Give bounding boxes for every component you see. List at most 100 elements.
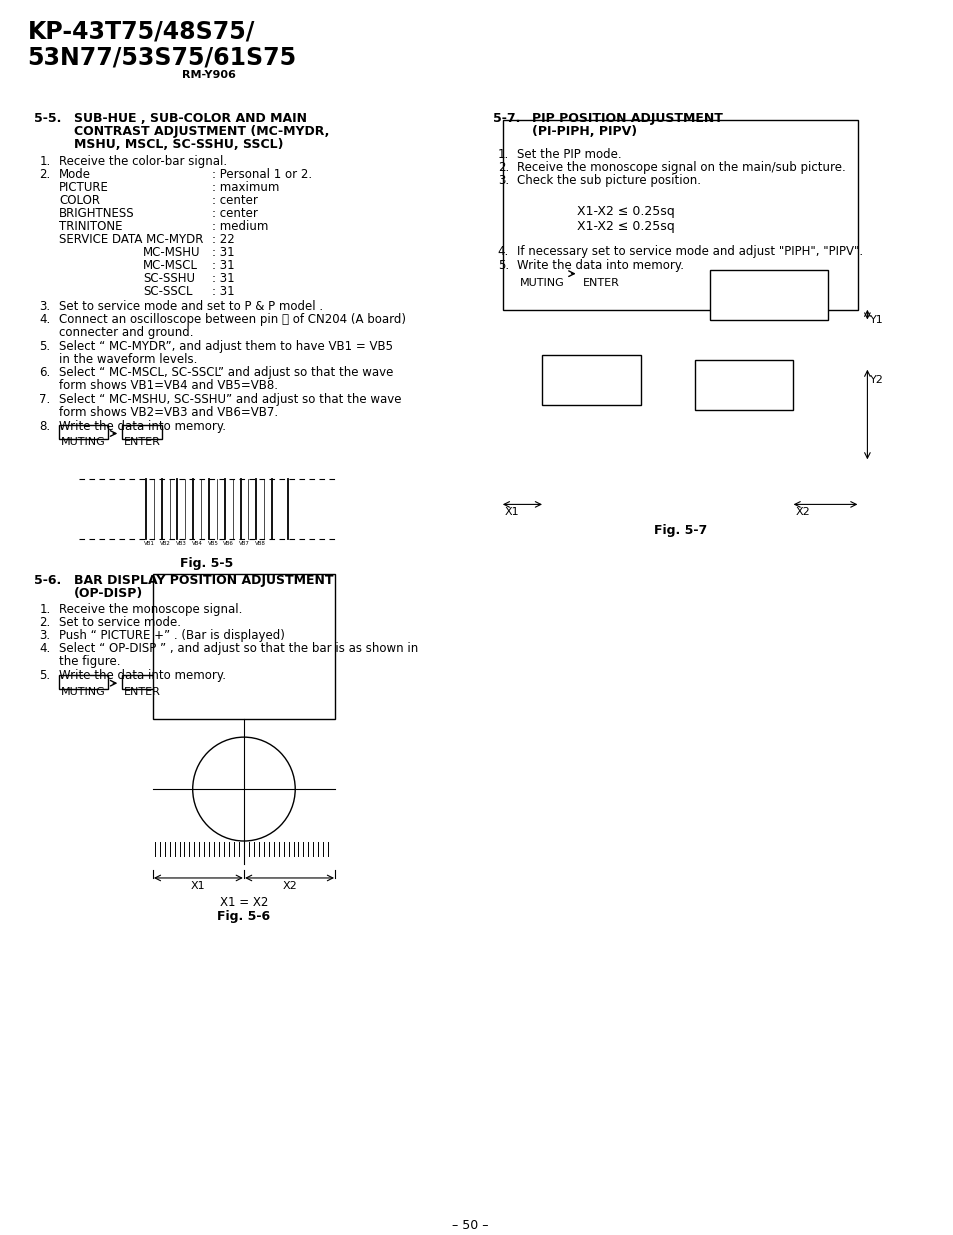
Text: X1 = X2: X1 = X2 bbox=[219, 895, 268, 909]
Text: MUTING: MUTING bbox=[519, 278, 563, 288]
Bar bbox=[502, 120, 857, 310]
Text: CONTRAST ADJUSTMENT (MC-MYDR,: CONTRAST ADJUSTMENT (MC-MYDR, bbox=[73, 125, 329, 138]
Text: Push “ PICTURE +” . (Bar is displayed): Push “ PICTURE +” . (Bar is displayed) bbox=[59, 630, 285, 642]
Text: X2: X2 bbox=[282, 881, 296, 890]
Text: 2.: 2. bbox=[39, 168, 51, 180]
Text: Receive the monoscope signal on the main/sub picture.: Receive the monoscope signal on the main… bbox=[517, 161, 845, 174]
Text: 6.: 6. bbox=[39, 366, 51, 379]
Text: VB6: VB6 bbox=[223, 541, 233, 546]
Text: Y1: Y1 bbox=[869, 315, 883, 325]
Bar bbox=[580, 266, 619, 279]
Text: PIP POSITION ADJUSTMENT: PIP POSITION ADJUSTMENT bbox=[532, 112, 722, 125]
Text: Select “ MC-MSHU, SC-SSHU” and adjust so that the wave: Select “ MC-MSHU, SC-SSHU” and adjust so… bbox=[59, 393, 401, 405]
Text: 2.: 2. bbox=[39, 616, 51, 630]
Text: X1-X2 ≤ 0.25sq: X1-X2 ≤ 0.25sq bbox=[576, 220, 674, 232]
Text: ENTER: ENTER bbox=[582, 278, 618, 288]
Text: 7.: 7. bbox=[39, 393, 51, 405]
Text: form shows VB1=VB4 and VB5=VB8.: form shows VB1=VB4 and VB5=VB8. bbox=[59, 379, 278, 391]
Text: 3.: 3. bbox=[39, 300, 51, 312]
Text: MC-MSHU: MC-MSHU bbox=[143, 246, 200, 258]
Text: connecter and ground.: connecter and ground. bbox=[59, 326, 193, 338]
Text: X1-X2 ≤ 0.25sq: X1-X2 ≤ 0.25sq bbox=[576, 205, 674, 217]
Text: X2: X2 bbox=[795, 508, 809, 517]
Bar bbox=[122, 426, 161, 440]
Text: 3.: 3. bbox=[39, 630, 51, 642]
Text: 4.: 4. bbox=[39, 312, 51, 326]
Text: 5.: 5. bbox=[39, 340, 51, 353]
Bar bbox=[152, 574, 335, 719]
Text: Mode: Mode bbox=[59, 168, 91, 180]
Text: Set the PIP mode.: Set the PIP mode. bbox=[517, 148, 621, 161]
Text: : 31: : 31 bbox=[212, 246, 234, 258]
Text: 1.: 1. bbox=[39, 154, 51, 168]
Text: SUB-HUE , SUB-COLOR AND MAIN: SUB-HUE , SUB-COLOR AND MAIN bbox=[73, 112, 307, 125]
Text: 8.: 8. bbox=[39, 420, 51, 432]
Text: VB3: VB3 bbox=[175, 541, 187, 546]
Text: Write the data into memory.: Write the data into memory. bbox=[59, 669, 226, 682]
Text: the figure.: the figure. bbox=[59, 656, 120, 668]
Text: VB2: VB2 bbox=[160, 541, 171, 546]
Text: : medium: : medium bbox=[212, 220, 268, 232]
Bar bbox=[694, 359, 793, 410]
Text: : Personal 1 or 2.: : Personal 1 or 2. bbox=[212, 168, 312, 180]
Text: : 31: : 31 bbox=[212, 284, 234, 298]
Text: VB7: VB7 bbox=[239, 541, 250, 546]
Text: Receive the color-bar signal.: Receive the color-bar signal. bbox=[59, 154, 227, 168]
Text: SERVICE DATA MC-MYDR: SERVICE DATA MC-MYDR bbox=[59, 232, 203, 246]
Text: Set to service mode.: Set to service mode. bbox=[59, 616, 181, 630]
Text: (OP-DISP): (OP-DISP) bbox=[73, 588, 143, 600]
Bar bbox=[517, 266, 566, 279]
Text: Fig. 5-5: Fig. 5-5 bbox=[180, 557, 233, 571]
Text: Y2: Y2 bbox=[869, 374, 883, 384]
Text: : center: : center bbox=[212, 206, 257, 220]
Text: 1.: 1. bbox=[497, 148, 509, 161]
Text: Connect an oscilloscope between pin ⓤ of CN204 (A board): Connect an oscilloscope between pin ⓤ of… bbox=[59, 312, 406, 326]
Bar bbox=[59, 426, 109, 440]
Bar bbox=[709, 269, 827, 320]
Text: PICTURE: PICTURE bbox=[59, 180, 109, 194]
Text: form shows VB2=VB3 and VB6=VB7.: form shows VB2=VB3 and VB6=VB7. bbox=[59, 405, 278, 419]
Text: : 31: : 31 bbox=[212, 258, 234, 272]
Text: 2.: 2. bbox=[497, 161, 509, 174]
Text: 4.: 4. bbox=[497, 245, 509, 258]
Text: Fig. 5-6: Fig. 5-6 bbox=[217, 910, 271, 923]
Text: Receive the monoscope signal.: Receive the monoscope signal. bbox=[59, 603, 242, 616]
Text: Select “ MC-MYDR”, and adjust them to have VB1 = VB5: Select “ MC-MYDR”, and adjust them to ha… bbox=[59, 340, 393, 353]
Text: SC-SSHU: SC-SSHU bbox=[143, 272, 194, 285]
Bar bbox=[122, 676, 161, 689]
Text: VB1: VB1 bbox=[144, 541, 155, 546]
Text: Write the data into memory.: Write the data into memory. bbox=[517, 258, 683, 272]
Bar bbox=[541, 354, 640, 405]
Text: COLOR: COLOR bbox=[59, 194, 100, 206]
Text: VB8: VB8 bbox=[254, 541, 265, 546]
Text: MUTING: MUTING bbox=[61, 687, 106, 698]
Text: 1.: 1. bbox=[39, 603, 51, 616]
Text: 53N77/53S75/61S75: 53N77/53S75/61S75 bbox=[28, 46, 296, 70]
Text: – 50 –: – 50 – bbox=[452, 1219, 488, 1231]
Text: 5.: 5. bbox=[497, 258, 508, 272]
Text: in the waveform levels.: in the waveform levels. bbox=[59, 352, 197, 366]
Text: RM-Y906: RM-Y906 bbox=[182, 70, 236, 80]
Text: 5-7.: 5-7. bbox=[493, 112, 519, 125]
Text: 5-5.: 5-5. bbox=[34, 112, 62, 125]
Text: Fig. 5-7: Fig. 5-7 bbox=[653, 525, 706, 537]
Text: BAR DISPLAY POSITION ADJUSTMENT: BAR DISPLAY POSITION ADJUSTMENT bbox=[73, 574, 334, 588]
Text: MSHU, MSCL, SC-SSHU, SSCL): MSHU, MSCL, SC-SSHU, SSCL) bbox=[73, 138, 283, 151]
Text: ENTER: ENTER bbox=[124, 437, 161, 447]
Text: VB5: VB5 bbox=[207, 541, 218, 546]
Text: : 22: : 22 bbox=[212, 232, 234, 246]
Bar bbox=[59, 676, 109, 689]
Text: Set to service mode and set to P & P model .: Set to service mode and set to P & P mod… bbox=[59, 300, 323, 312]
Text: Write the data into memory.: Write the data into memory. bbox=[59, 420, 226, 432]
Text: Select “ MC-MSCL, SC-SSCL” and adjust so that the wave: Select “ MC-MSCL, SC-SSCL” and adjust so… bbox=[59, 366, 393, 379]
Circle shape bbox=[193, 737, 294, 841]
Text: (PI-PIPH, PIPV): (PI-PIPH, PIPV) bbox=[532, 125, 637, 138]
Text: 5-6.: 5-6. bbox=[34, 574, 62, 588]
Text: 4.: 4. bbox=[39, 642, 51, 656]
Text: ENTER: ENTER bbox=[124, 687, 161, 698]
Text: : maximum: : maximum bbox=[212, 180, 279, 194]
Text: X1: X1 bbox=[191, 881, 206, 890]
Text: If necessary set to service mode and adjust "PIPH", "PIPV".: If necessary set to service mode and adj… bbox=[517, 245, 862, 258]
Text: 5.: 5. bbox=[39, 669, 51, 682]
Text: TRINITONE: TRINITONE bbox=[59, 220, 123, 232]
